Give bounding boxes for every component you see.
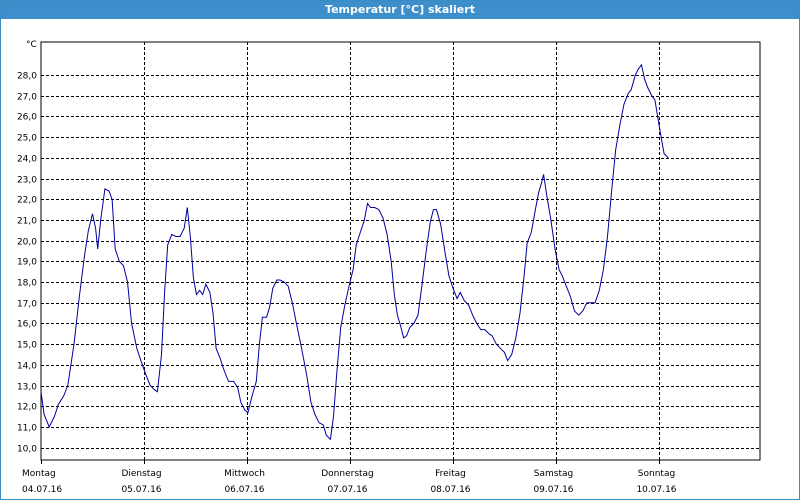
y-tick-label: 24,0 xyxy=(17,155,37,165)
x-tick-day-label: Donnerstag xyxy=(321,469,374,479)
x-tick-day-label: Montag xyxy=(22,469,56,479)
x-tick-date-label: 04.07.16 xyxy=(22,485,62,495)
y-tick-label: 17,0 xyxy=(17,300,37,310)
temperature-series-line xyxy=(40,63,669,441)
y-axis-unit-label: °C xyxy=(26,40,37,50)
y-tick-label: 23,0 xyxy=(17,176,37,186)
plot-area xyxy=(40,41,761,461)
x-tick-day-label: Mittwoch xyxy=(224,469,265,479)
y-tick-label: 10,0 xyxy=(17,445,37,455)
y-tick-label: 19,0 xyxy=(17,258,37,268)
x-tick-day-label: Samstag xyxy=(534,469,573,479)
y-tick-label: 11,0 xyxy=(17,424,37,434)
y-axis-ticks: 10,0 11,0 12,0 13,0 14,0 15,0 16,0 17,0 18,0 19,0… xyxy=(17,72,37,455)
x-tick-day-label: Dienstag xyxy=(121,469,161,479)
x-tick-date-label: 06.07.16 xyxy=(224,485,264,495)
y-tick-label: 27,0 xyxy=(17,93,37,103)
x-tick-date-label: 08.07.16 xyxy=(430,485,470,495)
y-tick-label: 26,0 xyxy=(17,113,37,123)
x-tick-day-label: Freitag xyxy=(435,469,466,479)
y-tick-label: 18,0 xyxy=(17,279,37,289)
x-tick-date-label: 10.07.16 xyxy=(636,485,676,495)
x-tick-date-label: 09.07.16 xyxy=(533,485,573,495)
x-tick-date-label: 07.07.16 xyxy=(327,485,367,495)
chart-title: Temperatur [°C] skaliert xyxy=(1,1,799,19)
y-tick-label: 25,0 xyxy=(17,134,37,144)
y-tick-label: 15,0 xyxy=(17,341,37,351)
x-axis-ticks: Montag 04.07.16 Dienstag 05.07.16 Mittwoch 06… xyxy=(22,460,677,495)
y-tick-label: 16,0 xyxy=(17,320,37,330)
y-tick-label: 14,0 xyxy=(17,362,37,372)
y-tick-label: 21,0 xyxy=(17,217,37,227)
y-tick-label: 20,0 xyxy=(17,238,37,248)
y-tick-label: 22,0 xyxy=(17,196,37,206)
y-tick-label: 13,0 xyxy=(17,383,37,393)
y-tick-label: 28,0 xyxy=(17,72,37,82)
x-tick-day-label: Sonntag xyxy=(638,469,675,479)
grid xyxy=(41,42,760,460)
y-tick-label: 12,0 xyxy=(17,403,37,413)
x-tick-date-label: 05.07.16 xyxy=(121,485,161,495)
